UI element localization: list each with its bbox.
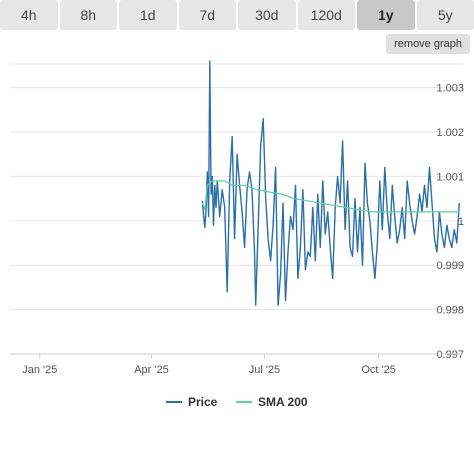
- legend-swatch-sma: [236, 401, 252, 403]
- timeframe-tabs: 4h 8h 1d 7d 30d 120d 1y 5y: [0, 0, 474, 30]
- tab-1d[interactable]: 1d: [119, 0, 177, 30]
- y-tick-label: 1: [458, 216, 464, 228]
- price-series-line: [201, 60, 460, 306]
- remove-graph-button[interactable]: remove graph: [386, 34, 470, 54]
- y-tick-label: 1.001: [436, 171, 464, 183]
- legend-label-price: Price: [188, 395, 218, 409]
- legend-label-sma: SMA 200: [258, 395, 308, 409]
- y-tick-label: 0.998: [436, 305, 464, 317]
- x-tick-label: Apr '25: [134, 364, 169, 376]
- x-tick-label: Jan '25: [22, 364, 57, 376]
- y-tick-label: 0.997: [436, 349, 464, 361]
- tab-30d[interactable]: 30d: [238, 0, 296, 30]
- tab-8h[interactable]: 8h: [59, 0, 117, 30]
- sma-200-series-line: [201, 180, 460, 213]
- y-tick-label: 1.003: [436, 83, 464, 95]
- legend-swatch-price: [166, 401, 182, 403]
- legend-item-sma[interactable]: SMA 200: [236, 392, 308, 412]
- x-tick-label: Jul '25: [249, 364, 280, 376]
- price-chart: 0.997 0.998 0.999 1 1.001 1.002 1.003 Jan '25 Ap…: [10, 60, 464, 376]
- y-tick-label: 1.002: [436, 127, 464, 139]
- tab-4h[interactable]: 4h: [0, 0, 58, 30]
- legend-item-price[interactable]: Price: [166, 392, 217, 412]
- tab-1y[interactable]: 1y: [357, 0, 415, 30]
- tab-5y[interactable]: 5y: [416, 0, 474, 30]
- tab-120d[interactable]: 120d: [297, 0, 355, 30]
- tab-7d[interactable]: 7d: [178, 0, 236, 30]
- chart-legend: Price SMA 200: [0, 392, 474, 412]
- x-tick-label: Oct '25: [361, 364, 396, 376]
- y-tick-label: 0.999: [436, 260, 464, 272]
